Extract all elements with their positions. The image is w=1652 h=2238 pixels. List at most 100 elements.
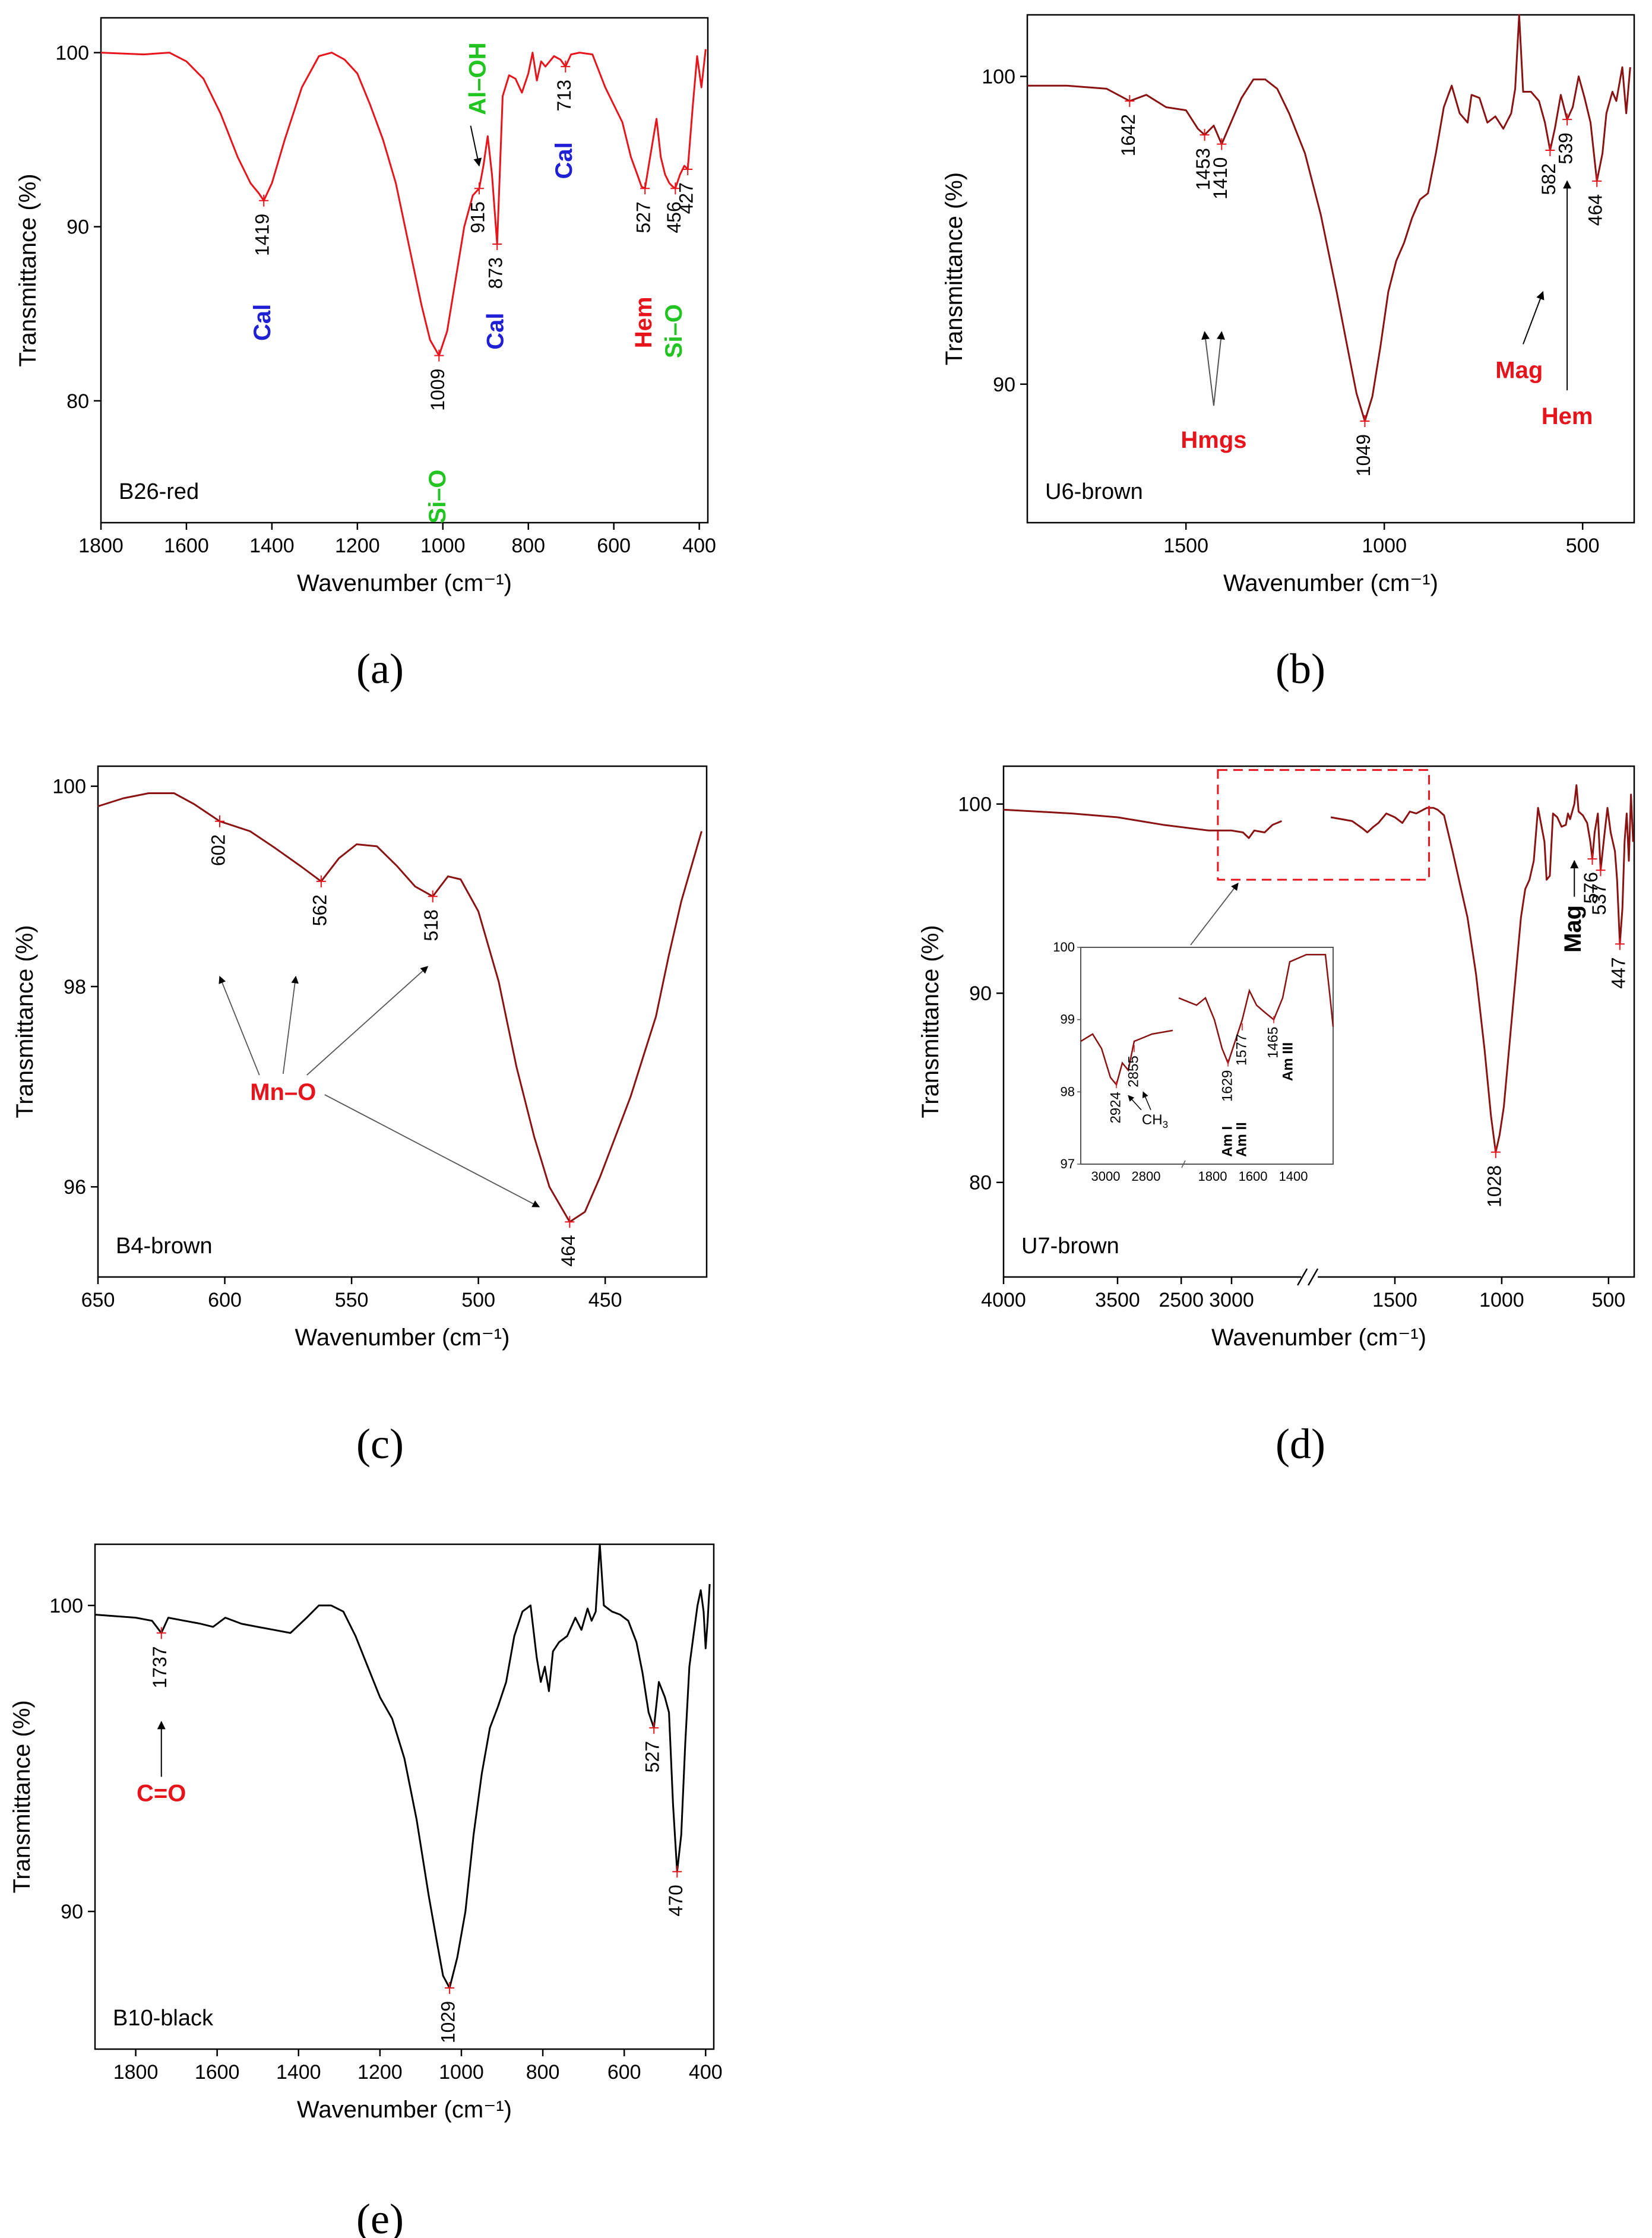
- panel-caption: (a): [356, 645, 404, 693]
- mineral-label: Si–O: [661, 304, 687, 358]
- peak-label: 470: [665, 1885, 686, 1916]
- annotation-arrow: [324, 1094, 540, 1207]
- plot-frame: [97, 765, 708, 1278]
- peak-label: 1410: [1210, 157, 1231, 200]
- x-tick-label: 2500: [1159, 1289, 1204, 1311]
- y-axis-title: Transmittance (%): [941, 172, 967, 365]
- x-tick-label: 1000: [1362, 535, 1407, 557]
- panel-caption: (e): [356, 2195, 404, 2238]
- inset-y-tick-label: 99: [1061, 1012, 1075, 1027]
- sample-label: B26-red: [119, 479, 199, 504]
- annotation-arrow: [470, 125, 482, 167]
- mineral-label: Hem: [631, 297, 657, 349]
- mineral-label: Mn–O: [250, 1079, 316, 1105]
- x-tick-label: 4000: [981, 1289, 1026, 1311]
- mineral-label: Cal: [249, 304, 276, 341]
- x-tick-label: 1600: [195, 2061, 240, 2084]
- spectrum-line: [1027, 14, 1631, 422]
- annotation-arrow: [1142, 1091, 1151, 1111]
- peak-label: 527: [642, 1741, 663, 1772]
- peak-label: 427: [676, 182, 697, 214]
- x-tick-label: 800: [511, 535, 545, 557]
- spectrum-line: [100, 49, 707, 357]
- peak-label: 518: [420, 909, 442, 941]
- mineral-label: Mag: [1560, 905, 1586, 953]
- inset-connector: [1190, 883, 1239, 946]
- x-tick-label: 600: [597, 535, 631, 557]
- x-tick-label: 1600: [164, 535, 209, 557]
- x-tick-label: 1800: [78, 535, 124, 557]
- y-tick-label: 100: [958, 794, 992, 816]
- panel-e: 1800 1600 1400 1200 1000 800 600 400 90 100 Wavenu…: [9, 1543, 723, 2238]
- peak-label: 1419: [252, 214, 273, 256]
- x-tick-label: 1200: [335, 535, 380, 557]
- x-tick-label: 1400: [276, 2061, 321, 2084]
- mineral-label: Hem: [1542, 403, 1593, 429]
- plot-frame: [1026, 14, 1635, 524]
- x-tick-label: 500: [1591, 1289, 1625, 1311]
- y-tick-label: 90: [67, 216, 89, 239]
- x-tick-label: 1400: [249, 535, 295, 557]
- inset-y-tick-label: 97: [1061, 1156, 1075, 1171]
- peak-label: 1049: [1353, 434, 1374, 476]
- peak-label: 873: [485, 257, 507, 289]
- plot-frame: [100, 17, 709, 524]
- x-axis-title: Wavenumber (cm⁻¹): [297, 2097, 512, 2123]
- peak-label: 1642: [1118, 114, 1139, 156]
- y-tick-label: 90: [993, 374, 1015, 396]
- mineral-label: Si–O: [425, 469, 451, 523]
- panel-caption: (d): [1276, 1420, 1325, 1468]
- y-tick-label: 90: [61, 1901, 83, 1923]
- amide-label: Am I: [1219, 1126, 1235, 1157]
- x-tick-label: 500: [461, 1289, 495, 1311]
- x-tick-label: 600: [607, 2061, 641, 2084]
- sample-label: B10-black: [113, 2006, 214, 2031]
- inset-x-tick-label: 1600: [1239, 1169, 1268, 1184]
- x-tick-label: 600: [208, 1289, 242, 1311]
- x-tick-label: 1000: [420, 535, 466, 557]
- sample-label: U6-brown: [1045, 479, 1143, 504]
- panel-caption: (c): [356, 1420, 404, 1468]
- peak-label: 447: [1607, 957, 1629, 988]
- y-tick-label: 80: [969, 1172, 992, 1194]
- peak-label: 713: [553, 80, 575, 111]
- mineral-label: Cal: [551, 142, 577, 179]
- inset-spectrum-line: [1080, 1029, 1173, 1086]
- sample-label: B4-brown: [116, 1234, 213, 1259]
- axis-break-mark: [1308, 1268, 1319, 1286]
- mineral-label: Cal: [483, 312, 509, 349]
- panel-caption: (b): [1276, 645, 1325, 693]
- inset-x-tick-label: 1400: [1279, 1169, 1308, 1184]
- x-tick-label: 650: [81, 1289, 115, 1311]
- spectrum-line: [1003, 784, 1634, 1153]
- y-tick-label: 96: [64, 1176, 86, 1199]
- y-tick-label: 100: [49, 1595, 83, 1617]
- inset-peak-label: 1577: [1233, 1034, 1249, 1066]
- peak-label: 527: [633, 201, 654, 233]
- annotation-arrow: [1213, 331, 1225, 406]
- x-axis-title: Wavenumber (cm⁻¹): [1211, 1325, 1426, 1351]
- inset-x-tick-label: 2800: [1132, 1169, 1161, 1184]
- peak-label: 1029: [438, 2001, 459, 2043]
- peak-label: 915: [467, 201, 488, 233]
- zoom-box: [1217, 769, 1431, 881]
- x-axis-title: Wavenumber (cm⁻¹): [1223, 570, 1438, 596]
- inset-peak-label: 1465: [1265, 1027, 1281, 1058]
- x-tick-label: 1500: [1163, 535, 1208, 557]
- peak-label: 1009: [427, 369, 448, 411]
- inset-x-tick-label: 3000: [1091, 1169, 1121, 1184]
- x-tick-label: 1000: [1479, 1289, 1524, 1311]
- annotation-arrow: [1523, 291, 1545, 344]
- amide-label: Am III: [1280, 1042, 1296, 1081]
- peak-label: 464: [558, 1235, 579, 1266]
- x-tick-label: 3500: [1095, 1289, 1140, 1311]
- inset-spectrum-line: [1178, 953, 1334, 1066]
- x-axis-title: Wavenumber (cm⁻¹): [297, 570, 512, 596]
- spectrum-line: [97, 792, 702, 1223]
- spectrum-line: [94, 1543, 711, 1989]
- annotation-arrow: [1201, 331, 1214, 406]
- x-tick-label: 500: [1566, 535, 1600, 557]
